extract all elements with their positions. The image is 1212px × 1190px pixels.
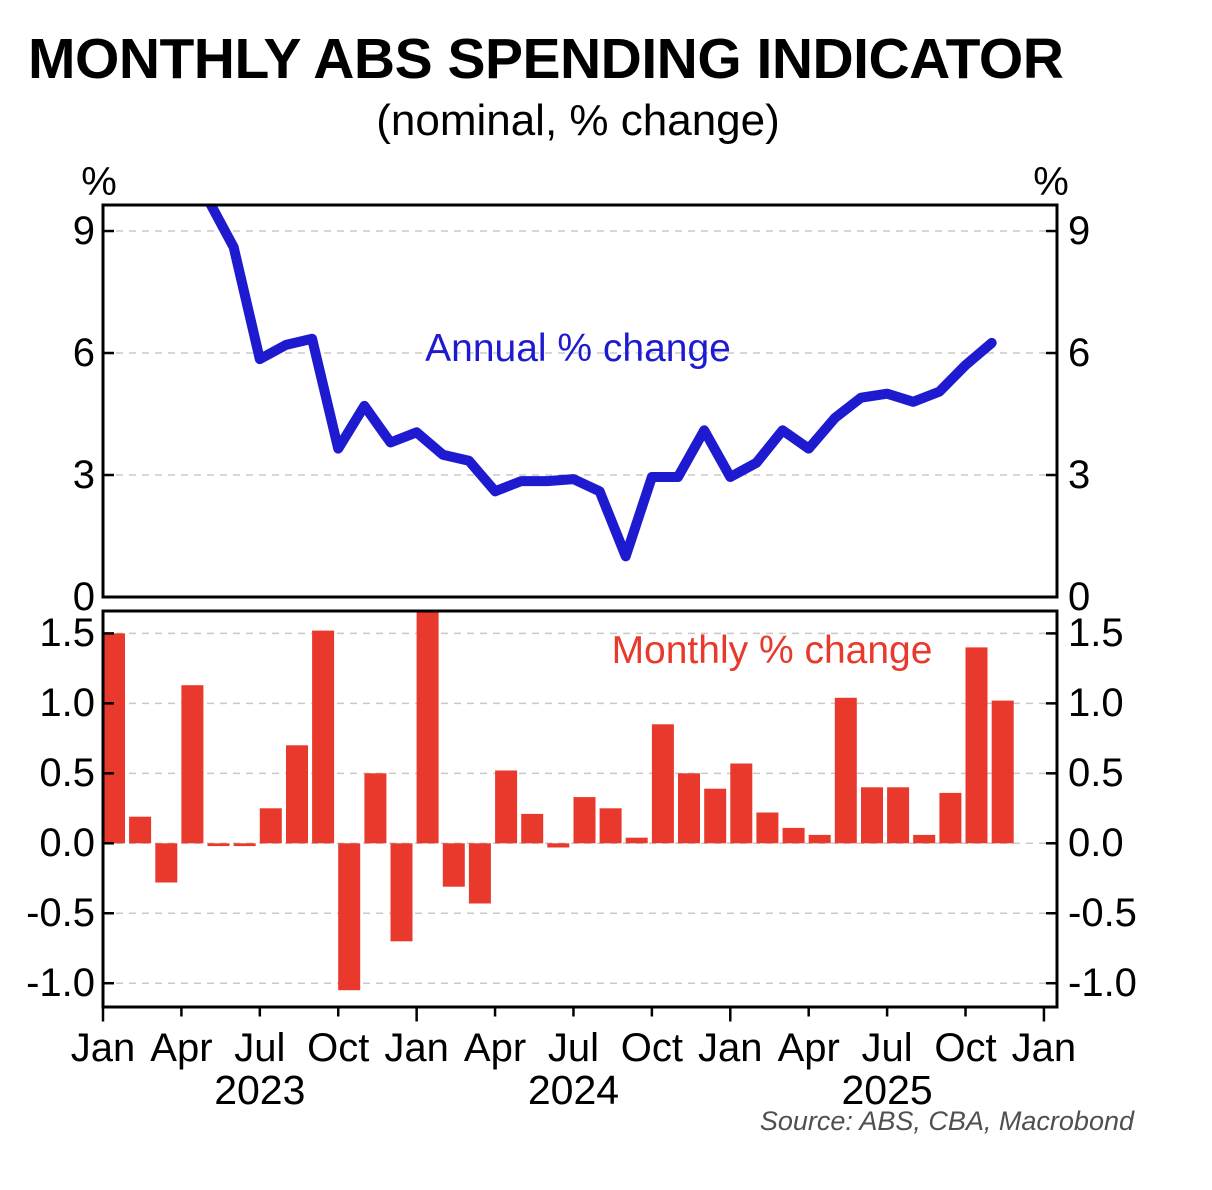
bottom-ytick-label-right--1.0: -1.0 [1068, 961, 1137, 1006]
bar-aug-2023 [286, 745, 308, 844]
bar-jan-2024 [416, 611, 439, 844]
bottom-panel-border [101, 609, 1059, 1009]
top-panel-border [101, 203, 1059, 599]
x-month-label-7: Oct [620, 1026, 683, 1070]
bar-sep-2023 [312, 630, 335, 844]
chart-subtitle: (nominal, % change) [376, 96, 780, 145]
source-note: Source: ABS, CBA, Macrobond [759, 1106, 1134, 1136]
bottom-ytick-label-left-0.0: 0.0 [39, 821, 95, 866]
top-ytick-label-left-0: 0 [72, 575, 95, 619]
x-month-label-12: Jan [1011, 1026, 1077, 1070]
bar-mar-2023 [155, 843, 178, 883]
bar-aug-2024 [599, 808, 622, 844]
bar-feb-2023 [129, 816, 152, 844]
bar-jun-2025 [861, 787, 883, 844]
bar-sep-2024 [625, 837, 648, 844]
x-month-label-3: Oct [307, 1026, 370, 1070]
top-ytick-label-left-3: 3 [72, 453, 95, 497]
bar-oct-2024 [651, 724, 674, 844]
bar-jan-2023 [103, 633, 125, 844]
bottom-ytick-label-right-1.0: 1.0 [1068, 681, 1124, 726]
y-axis-unit-left: % [81, 160, 117, 204]
top-ytick-label-right-0: 0 [1068, 575, 1091, 619]
annual-line [205, 205, 997, 562]
bar-feb-2024 [442, 843, 465, 887]
bar-nov-2024 [678, 773, 700, 844]
bar-may-2023 [207, 843, 230, 847]
x-month-label-2: Jul [234, 1026, 286, 1070]
bar-may-2024 [521, 813, 544, 844]
bar-apr-2023 [181, 685, 204, 844]
bar-jun-2024 [547, 843, 570, 848]
x-year-label-2025: 2025 [841, 1067, 933, 1113]
annual-series-label: Annual % change [425, 327, 731, 370]
bottom-ytick-label-left-0.5: 0.5 [39, 751, 95, 796]
bar-aug-2025 [913, 834, 936, 844]
bar-mar-2025 [782, 827, 805, 844]
chart-title: MONTHLY ABS SPENDING INDICATOR [28, 27, 1064, 91]
x-year-label-2023: 2023 [214, 1067, 306, 1113]
bottom-ytick-label-left-1.5: 1.5 [39, 611, 95, 656]
top-ytick-label-left-6: 6 [72, 331, 95, 376]
x-year-label-2024: 2024 [527, 1067, 620, 1113]
top-ytick-label-right-9: 9 [1068, 209, 1091, 254]
bar-oct-2025 [965, 647, 988, 844]
bottom-ytick-label-right-0.0: 0.0 [1068, 821, 1124, 866]
monthly-bars [103, 611, 1014, 991]
monthly-series-label: Monthly % change [611, 629, 933, 672]
top-ytick-label-right-3: 3 [1068, 453, 1091, 497]
x-month-label-6: Jul [547, 1026, 600, 1070]
bar-jul-2025 [887, 787, 910, 844]
top-ytick-label-left-9: 9 [72, 209, 95, 254]
bottom-ytick-label-left--0.5: -0.5 [26, 891, 95, 936]
x-month-label-5: Apr [463, 1026, 527, 1070]
x-month-label-0: Jan [70, 1026, 136, 1070]
bar-jul-2024 [573, 797, 596, 844]
bottom-ytick-label-left-1.0: 1.0 [39, 681, 95, 726]
bar-jan-2025 [730, 763, 753, 844]
bar-dec-2023 [390, 843, 413, 942]
bar-jul-2023 [259, 808, 282, 844]
bar-nov-2025 [991, 700, 1014, 844]
x-month-label-10: Jul [861, 1026, 913, 1070]
x-month-label-4: Jan [384, 1026, 449, 1070]
bar-may-2025 [834, 697, 857, 844]
bar-feb-2025 [756, 812, 779, 844]
bar-apr-2024 [495, 770, 518, 844]
bar-oct-2023 [338, 843, 361, 991]
bottom-ytick-label-right-1.5: 1.5 [1068, 611, 1124, 656]
bar-jun-2023 [233, 843, 256, 847]
bar-nov-2023 [364, 773, 387, 844]
x-month-label-9: Apr [777, 1026, 840, 1070]
bar-apr-2025 [808, 834, 831, 844]
bottom-ytick-label-right-0.5: 0.5 [1068, 751, 1124, 796]
bar-dec-2024 [704, 788, 727, 844]
y-axis-unit-right: % [1033, 160, 1069, 204]
bar-sep-2025 [939, 792, 962, 844]
x-month-label-11: Oct [934, 1026, 997, 1070]
bottom-ytick-label-right--0.5: -0.5 [1068, 891, 1137, 936]
bottom-ytick-label-left--1.0: -1.0 [26, 961, 95, 1006]
x-month-label-1: Apr [150, 1026, 213, 1070]
bar-mar-2024 [468, 843, 491, 904]
x-month-label-8: Jan [698, 1026, 763, 1070]
top-ytick-label-right-6: 6 [1068, 331, 1091, 376]
